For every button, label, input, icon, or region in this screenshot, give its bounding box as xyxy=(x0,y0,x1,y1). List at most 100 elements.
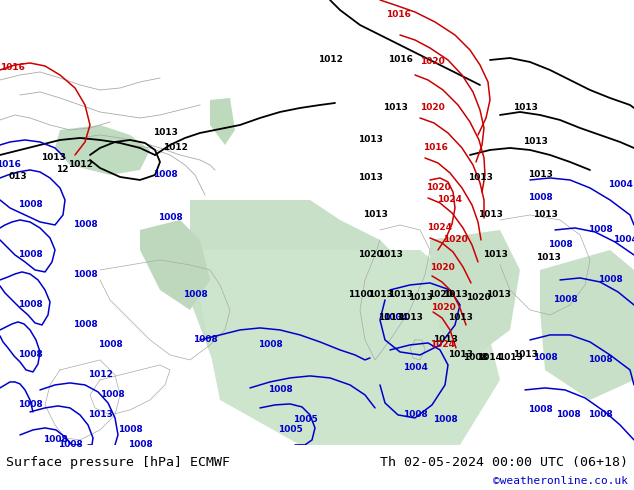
Text: 1008: 1008 xyxy=(533,353,557,363)
Text: 1013: 1013 xyxy=(358,173,382,182)
Text: 1013: 1013 xyxy=(398,314,422,322)
Text: 1008: 1008 xyxy=(555,411,580,419)
Text: 1012: 1012 xyxy=(87,370,112,379)
Text: 1008: 1008 xyxy=(98,341,122,349)
Text: 1014: 1014 xyxy=(477,353,503,363)
Text: 1008: 1008 xyxy=(527,405,552,415)
Polygon shape xyxy=(140,220,210,310)
Polygon shape xyxy=(210,98,235,145)
Text: 1008: 1008 xyxy=(100,391,124,399)
Text: 1013: 1013 xyxy=(153,128,178,138)
Text: 1016: 1016 xyxy=(0,160,20,170)
Text: 1016: 1016 xyxy=(423,144,448,152)
Text: 1008: 1008 xyxy=(553,295,578,304)
Text: 1024: 1024 xyxy=(430,341,455,349)
Text: 1013: 1013 xyxy=(378,314,403,322)
Text: 1008: 1008 xyxy=(18,400,42,410)
Text: 1013: 1013 xyxy=(486,291,510,299)
Text: 12: 12 xyxy=(56,166,68,174)
Text: 1100: 1100 xyxy=(347,291,372,299)
Text: 1016: 1016 xyxy=(385,10,410,20)
Text: 1012: 1012 xyxy=(162,144,188,152)
Text: 1020: 1020 xyxy=(425,183,450,193)
Text: 1005: 1005 xyxy=(278,425,302,435)
Text: 1004: 1004 xyxy=(607,180,633,190)
Text: 1008: 1008 xyxy=(58,441,82,449)
Text: ©weatheronline.co.uk: ©weatheronline.co.uk xyxy=(493,476,628,487)
Text: 1004: 1004 xyxy=(382,314,408,322)
Text: 1013: 1013 xyxy=(482,250,507,259)
Text: 1013: 1013 xyxy=(533,211,557,220)
Text: 1013: 1013 xyxy=(387,291,413,299)
Polygon shape xyxy=(200,250,500,445)
Text: 1008: 1008 xyxy=(588,411,612,419)
Text: 1004: 1004 xyxy=(403,364,427,372)
Text: 1013: 1013 xyxy=(522,138,547,147)
Text: 1013: 1013 xyxy=(512,103,538,113)
Polygon shape xyxy=(190,200,430,440)
Text: 1008: 1008 xyxy=(18,250,42,259)
Text: 1012: 1012 xyxy=(318,55,342,65)
Text: 1020: 1020 xyxy=(465,294,490,302)
Polygon shape xyxy=(540,250,634,400)
Text: 1005: 1005 xyxy=(293,416,318,424)
Text: 1008: 1008 xyxy=(153,171,178,179)
Text: 1013: 1013 xyxy=(368,291,392,299)
Text: 1008: 1008 xyxy=(588,355,612,365)
Text: Th 02-05-2024 00:00 UTC (06+18): Th 02-05-2024 00:00 UTC (06+18) xyxy=(380,456,628,468)
Text: 1020: 1020 xyxy=(430,303,455,313)
Text: 1008: 1008 xyxy=(432,416,457,424)
Text: 1013: 1013 xyxy=(358,135,382,145)
Text: 1008: 1008 xyxy=(268,386,292,394)
Text: 1008: 1008 xyxy=(73,270,98,279)
Text: 1020: 1020 xyxy=(358,250,382,259)
Text: 1008: 1008 xyxy=(588,225,612,234)
Text: 1008: 1008 xyxy=(73,320,98,329)
Text: 1013: 1013 xyxy=(432,336,458,344)
Text: 1013: 1013 xyxy=(467,173,493,182)
Polygon shape xyxy=(430,230,520,360)
Text: 1013: 1013 xyxy=(498,353,522,363)
Text: 1008: 1008 xyxy=(527,194,552,202)
Text: 1013: 1013 xyxy=(378,250,403,259)
Text: 1013: 1013 xyxy=(527,171,552,179)
Text: 1004: 1004 xyxy=(612,236,634,245)
Text: 1013: 1013 xyxy=(382,103,408,113)
Text: 1013: 1013 xyxy=(477,211,502,220)
Text: 1024: 1024 xyxy=(437,196,462,204)
Text: 1008: 1008 xyxy=(118,425,143,435)
Text: 1008: 1008 xyxy=(18,200,42,209)
Text: 1008: 1008 xyxy=(18,350,42,360)
Text: Surface pressure [hPa] ECMWF: Surface pressure [hPa] ECMWF xyxy=(6,456,230,468)
Text: 1013: 1013 xyxy=(41,153,65,163)
Text: 1008: 1008 xyxy=(403,411,427,419)
Text: 1020: 1020 xyxy=(430,264,455,272)
Text: 1008: 1008 xyxy=(158,214,183,222)
Text: 1020: 1020 xyxy=(443,236,467,245)
Text: 1008: 1008 xyxy=(193,336,217,344)
Text: 013: 013 xyxy=(9,172,27,181)
Text: 1012: 1012 xyxy=(68,160,93,170)
Text: 1008: 1008 xyxy=(183,291,207,299)
Text: 1013: 1013 xyxy=(408,294,432,302)
Text: 1013: 1013 xyxy=(363,211,387,220)
Text: 1013: 1013 xyxy=(443,291,467,299)
Text: 1008: 1008 xyxy=(18,300,42,310)
Text: 1024: 1024 xyxy=(427,223,453,232)
Text: 1008: 1008 xyxy=(73,220,98,229)
Text: 1016: 1016 xyxy=(387,55,413,65)
Text: 1008: 1008 xyxy=(257,341,282,349)
Text: 1016: 1016 xyxy=(0,64,25,73)
Text: 1013: 1013 xyxy=(448,314,472,322)
Text: 1008: 1008 xyxy=(127,441,152,449)
Text: 1008: 1008 xyxy=(42,436,67,444)
Text: 1013: 1013 xyxy=(87,411,112,419)
Text: 1008: 1008 xyxy=(548,241,573,249)
Text: 1013: 1013 xyxy=(536,253,560,263)
Text: 1008: 1008 xyxy=(463,353,488,363)
Polygon shape xyxy=(55,125,150,175)
Text: 1013: 1013 xyxy=(448,350,472,360)
Text: 1013: 1013 xyxy=(512,350,538,360)
Text: 1020: 1020 xyxy=(420,57,444,67)
Text: 1020: 1020 xyxy=(420,103,444,113)
